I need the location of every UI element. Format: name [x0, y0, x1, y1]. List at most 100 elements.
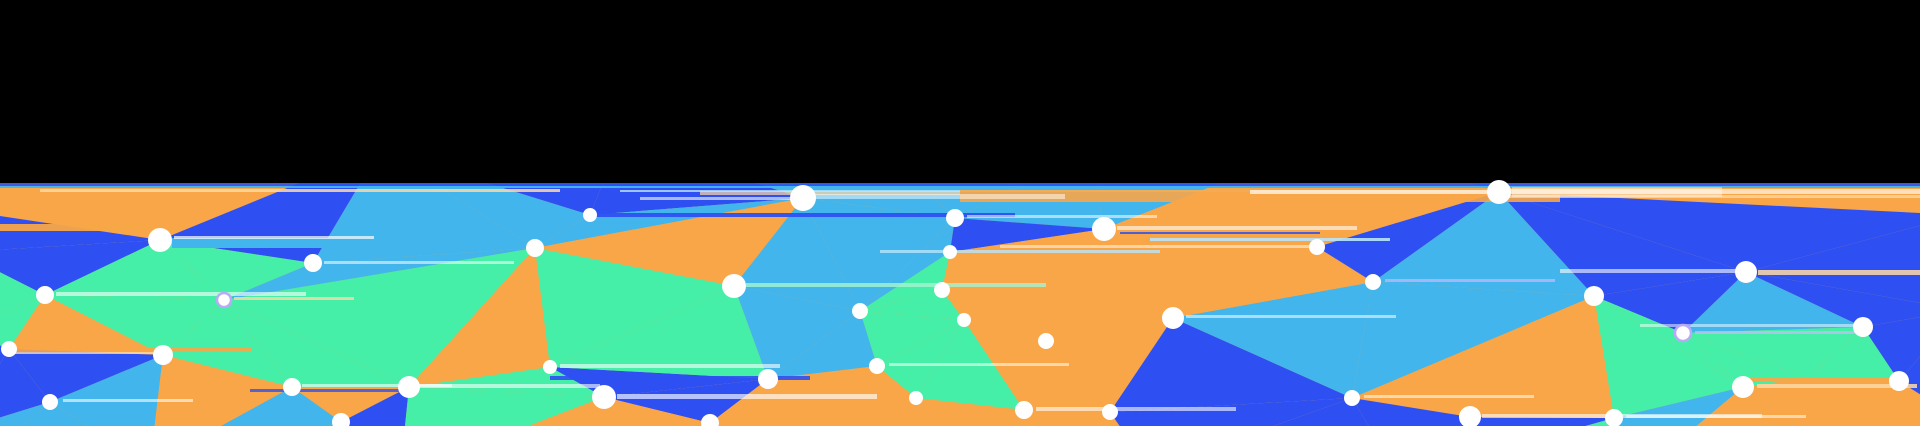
mesh-triangle [860, 311, 964, 366]
mesh-triangle [160, 240, 313, 300]
glitch-streak [1186, 315, 1396, 318]
mesh-triangle [535, 198, 803, 286]
glitch-streak [1640, 324, 1870, 327]
network-node [42, 394, 58, 410]
top-black-mask [0, 0, 1920, 183]
mesh-triangle [45, 295, 224, 355]
network-node [1735, 261, 1757, 283]
network-node [1092, 217, 1116, 241]
mesh-triangle [877, 320, 964, 398]
mesh-triangle [1110, 398, 1352, 426]
network-node [1015, 401, 1033, 419]
glitch-streak [1036, 407, 1236, 411]
mesh-triangle [1470, 296, 1614, 418]
glitch-streak [1495, 195, 1920, 198]
glitch-streak [324, 261, 514, 264]
mesh-triangle [221, 387, 341, 426]
glitch-streak [1150, 238, 1390, 241]
mesh-triangle [1317, 192, 1499, 282]
mesh-triangle [860, 218, 955, 311]
mesh-triangle [1594, 296, 1743, 418]
glitch-streak [1757, 384, 1917, 388]
network-node [332, 413, 350, 426]
mesh-triangle [50, 355, 163, 426]
mesh-triangle [1273, 398, 1369, 426]
glitch-streak [889, 363, 1069, 366]
network-node [1673, 323, 1693, 343]
network-node [148, 228, 172, 252]
glitch-streak [640, 197, 800, 200]
glitch-streak [815, 194, 1065, 199]
network-node [592, 385, 616, 409]
mesh-triangle [604, 397, 710, 426]
mesh-triangle [803, 198, 955, 311]
network-node [36, 286, 54, 304]
mesh-triangle [1808, 327, 1899, 381]
glitch-streak [1250, 190, 1500, 194]
glitch-streak [1758, 270, 1920, 275]
mesh-triangle [154, 355, 292, 426]
glitch-streak [560, 364, 780, 368]
glitch-streak [746, 283, 1046, 287]
network-node [583, 208, 597, 222]
network-node [758, 369, 778, 389]
glitch-streak [12, 347, 252, 352]
network-node [1344, 390, 1360, 406]
glitch-streak [0, 224, 150, 231]
mesh-triangle [1899, 381, 1920, 426]
network-node [153, 345, 173, 365]
network-node [869, 358, 885, 374]
mesh-triangle [950, 218, 1104, 252]
mesh-triangle [1024, 410, 1120, 426]
glitch-streak [1117, 226, 1357, 230]
glitch-streak [40, 189, 560, 192]
network-node [1732, 376, 1754, 398]
mesh-triangle [163, 300, 292, 387]
glitch-streak [595, 213, 1015, 217]
network-node [957, 313, 971, 327]
mesh-triangle [710, 398, 916, 426]
mesh-triangle [768, 311, 877, 379]
glitch-streak [1500, 189, 1920, 194]
glitch-streak [0, 183, 1920, 186]
glitch-streak [1120, 232, 1320, 234]
network-node [1889, 371, 1909, 391]
mesh-triangle [409, 248, 550, 387]
mesh-triangle [1373, 192, 1594, 296]
glitch-streak [420, 384, 600, 388]
network-node [701, 414, 719, 426]
mesh-triangle [0, 240, 160, 295]
mesh-triangle [0, 402, 50, 426]
glitch-streak [1385, 279, 1555, 282]
glitch-streak [550, 376, 810, 380]
mesh-triangle [734, 198, 860, 311]
mesh-triangle [341, 387, 409, 426]
glitch-streak [172, 238, 412, 248]
glitch-streak [1560, 269, 1750, 273]
glitch-streak [56, 292, 306, 296]
network-node [909, 391, 923, 405]
network-node [526, 239, 544, 257]
network-node [1309, 239, 1325, 255]
glitch-streak [1512, 187, 1722, 197]
glitch-streak [234, 297, 354, 300]
mesh-triangle [1683, 327, 1863, 378]
mesh-triangle [942, 290, 1173, 341]
network-node [1038, 333, 1054, 349]
mesh-triangle [550, 286, 768, 379]
glitch-streak [250, 389, 410, 392]
network-node [722, 274, 746, 298]
mesh-triangle [0, 349, 50, 418]
glitch-streak [700, 191, 960, 195]
network-node [790, 185, 816, 211]
mesh-triangle [1683, 272, 1863, 333]
network-node [1853, 317, 1873, 337]
network-node [283, 378, 301, 396]
network-node [1365, 274, 1381, 290]
network-node [1459, 406, 1481, 426]
mesh-triangle [860, 290, 964, 320]
glitch-streak [967, 215, 1157, 218]
glitch-streak [12, 352, 162, 354]
mesh-triangle [1683, 333, 1808, 387]
